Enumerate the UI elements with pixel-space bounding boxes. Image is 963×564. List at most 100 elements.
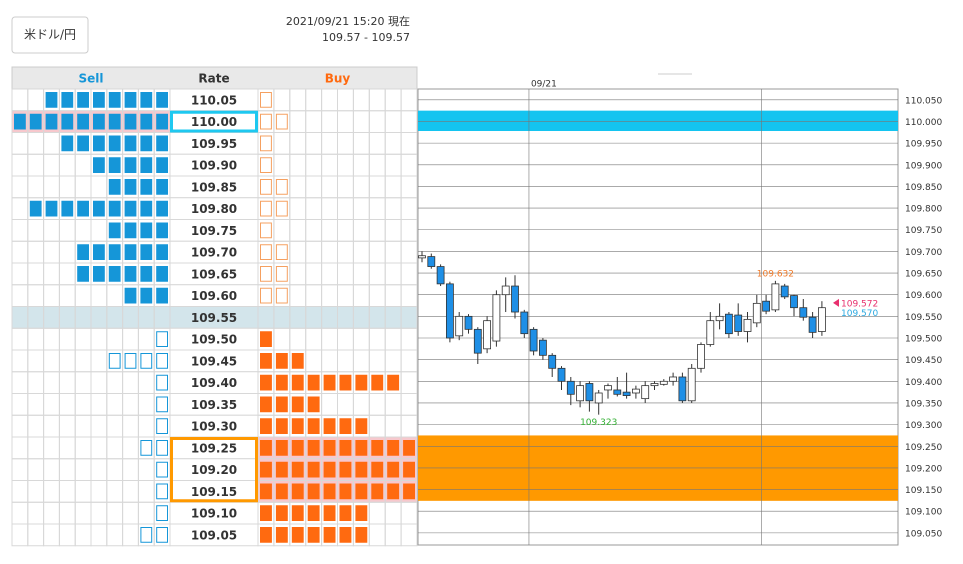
candle-body — [613, 389, 622, 395]
rate: 109.05 — [191, 528, 237, 542]
cell — [27, 458, 45, 481]
y-tick-label: 109.050 — [905, 529, 942, 539]
cell — [384, 349, 402, 373]
rate: 109.10 — [191, 507, 237, 521]
cell — [11, 436, 29, 460]
buy-open-block — [260, 200, 272, 217]
rate: 109.45 — [191, 354, 237, 368]
cell — [384, 88, 402, 112]
buy-block — [323, 440, 336, 456]
y-tick-label: 110.050 — [905, 96, 942, 106]
cell — [27, 153, 45, 177]
cell — [321, 88, 339, 112]
cell — [400, 371, 418, 394]
sell-block — [124, 266, 137, 282]
cell — [106, 393, 124, 416]
band — [418, 110, 898, 132]
buy-block — [339, 418, 352, 434]
cell — [27, 132, 45, 155]
cell — [27, 284, 45, 307]
cell — [384, 153, 402, 177]
sell-open-block — [124, 353, 137, 369]
cell — [273, 219, 291, 242]
cell — [43, 501, 60, 525]
cell — [43, 327, 60, 351]
cell — [352, 110, 370, 133]
rate: 109.95 — [191, 137, 237, 151]
cell — [289, 132, 307, 155]
buy-block — [275, 527, 288, 543]
cell — [122, 414, 139, 438]
buy-block — [323, 505, 336, 521]
buy-block — [291, 505, 304, 521]
price-label: 109.570 — [841, 309, 878, 319]
sell-block — [140, 244, 153, 260]
cell — [400, 132, 418, 155]
buy-block — [275, 353, 288, 369]
buy-block — [339, 461, 352, 478]
cell — [90, 501, 108, 525]
buy-block — [275, 396, 288, 413]
cell — [305, 197, 323, 220]
sell-block — [124, 135, 137, 152]
buy-block — [387, 374, 400, 391]
cell — [400, 219, 418, 242]
cell — [27, 262, 45, 286]
buy-block — [371, 483, 384, 500]
sell-block — [124, 179, 137, 195]
cell — [122, 371, 139, 394]
sell-block — [108, 92, 121, 108]
buy-block — [260, 353, 272, 369]
rate: 109.35 — [191, 398, 237, 412]
candle-body — [725, 313, 733, 335]
sell-block — [29, 113, 42, 130]
cell — [11, 327, 29, 351]
cell — [289, 197, 307, 220]
cell — [368, 240, 386, 264]
pair-button-label[interactable]: 米ドル/円 — [24, 28, 76, 42]
candle-body — [604, 385, 612, 391]
candle-body — [622, 391, 631, 396]
pair-button[interactable] — [11, 16, 89, 54]
buy-block — [403, 483, 415, 500]
buy-block — [275, 505, 288, 521]
cell — [27, 219, 45, 242]
candle-body — [734, 314, 743, 332]
cell — [352, 153, 370, 177]
cell — [352, 132, 370, 155]
cell — [400, 240, 418, 264]
candle-body — [752, 302, 761, 324]
buy-block — [275, 440, 288, 456]
cell — [337, 153, 354, 177]
y-tick-label: 109.350 — [905, 399, 942, 409]
candle-body — [483, 320, 492, 350]
cell — [106, 480, 124, 503]
candle-body — [427, 256, 436, 267]
sell-block — [93, 200, 105, 217]
sell-block — [124, 287, 137, 304]
cell — [137, 327, 155, 351]
cell — [305, 88, 323, 112]
candle-body — [520, 311, 529, 335]
cell — [400, 501, 418, 525]
cell — [90, 480, 108, 503]
cell — [11, 262, 29, 286]
rate: 109.90 — [191, 159, 237, 173]
sell-block — [108, 157, 121, 173]
buy-open-block — [260, 157, 272, 173]
buy-block — [339, 527, 352, 543]
sell-block — [156, 266, 168, 282]
sell-block — [77, 244, 89, 260]
candle-body — [818, 307, 826, 332]
cell — [27, 480, 45, 503]
cell — [289, 88, 307, 112]
cell — [368, 197, 386, 220]
buy-block — [291, 527, 304, 543]
candle-body — [455, 315, 464, 337]
cell — [58, 393, 76, 416]
sell-block — [108, 200, 121, 217]
cell — [368, 284, 386, 307]
sell-block — [61, 92, 74, 108]
